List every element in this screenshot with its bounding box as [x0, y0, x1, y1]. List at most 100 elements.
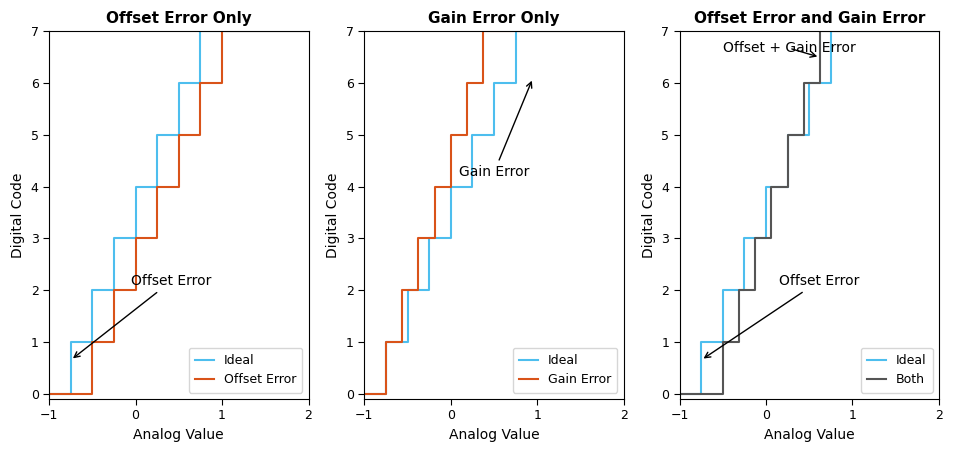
Ideal: [445, 184, 456, 189]
Text: Offset + Gain Error: Offset + Gain Error: [722, 41, 855, 57]
Gain Error: [413, 288, 424, 293]
Gain Error: [380, 391, 392, 396]
Ideal: [108, 288, 119, 293]
Offset Error: [216, 29, 228, 34]
X-axis label: Analog Value: Analog Value: [763, 428, 854, 442]
Ideal: [108, 236, 119, 241]
Both: [717, 391, 728, 396]
Ideal: [717, 339, 728, 345]
X-axis label: Analog Value: Analog Value: [448, 428, 538, 442]
Both: [798, 81, 809, 86]
Title: Offset Error and Gain Error: Offset Error and Gain Error: [693, 11, 924, 26]
Offset Error: [194, 132, 206, 138]
Ideal: [445, 236, 456, 241]
Offset Error: [43, 391, 54, 396]
Ideal: [130, 184, 141, 189]
Both: [765, 236, 777, 241]
Ideal: [401, 339, 413, 345]
Ideal: [824, 29, 836, 34]
Gain Error: [429, 184, 440, 189]
Ideal: [738, 288, 749, 293]
Ideal: [488, 81, 499, 86]
Gain Error: [380, 339, 392, 345]
Both: [749, 288, 760, 293]
Y-axis label: Digital Code: Digital Code: [640, 173, 655, 258]
Line: Ideal: Ideal: [364, 31, 623, 394]
Ideal: [824, 81, 836, 86]
Both: [733, 339, 744, 345]
Both: [781, 184, 793, 189]
Gain Error: [461, 132, 473, 138]
Offset Error: [108, 288, 119, 293]
Legend: Ideal, Offset Error: Ideal, Offset Error: [189, 348, 302, 393]
Line: Both: Both: [679, 31, 938, 394]
Ideal: [717, 288, 728, 293]
Offset Error: [194, 81, 206, 86]
Ideal: [673, 391, 684, 396]
Ideal: [466, 184, 477, 189]
Ideal: [509, 81, 520, 86]
Gain Error: [445, 184, 456, 189]
Ideal: [65, 339, 76, 345]
Ideal: [401, 288, 413, 293]
X-axis label: Analog Value: Analog Value: [133, 428, 224, 442]
Ideal: [194, 81, 206, 86]
Ideal: [781, 184, 793, 189]
Ideal: [760, 184, 771, 189]
Ideal: [65, 391, 76, 396]
Gain Error: [618, 29, 629, 34]
Gain Error: [396, 339, 408, 345]
Ideal: [302, 29, 314, 34]
Both: [932, 29, 943, 34]
Gain Error: [429, 236, 440, 241]
Ideal: [172, 132, 184, 138]
Ideal: [488, 132, 499, 138]
Ideal: [172, 81, 184, 86]
Both: [781, 132, 793, 138]
Line: Offset Error: Offset Error: [49, 31, 308, 394]
Text: Offset Error: Offset Error: [74, 274, 212, 357]
Gain Error: [396, 288, 408, 293]
Offset Error: [172, 132, 184, 138]
Ideal: [152, 184, 163, 189]
Title: Offset Error Only: Offset Error Only: [106, 11, 252, 26]
Both: [765, 184, 777, 189]
Offset Error: [216, 81, 228, 86]
Gain Error: [461, 81, 473, 86]
Offset Error: [87, 391, 98, 396]
Y-axis label: Digital Code: Digital Code: [326, 173, 340, 258]
Gain Error: [358, 391, 370, 396]
Ideal: [738, 236, 749, 241]
Ideal: [423, 236, 435, 241]
Ideal: [509, 29, 520, 34]
Offset Error: [108, 339, 119, 345]
Ideal: [87, 288, 98, 293]
Ideal: [932, 29, 943, 34]
Ideal: [87, 339, 98, 345]
Ideal: [194, 29, 206, 34]
Ideal: [43, 391, 54, 396]
Both: [673, 391, 684, 396]
Offset Error: [87, 339, 98, 345]
Both: [814, 81, 825, 86]
Offset Error: [172, 184, 184, 189]
Ideal: [781, 132, 793, 138]
Gain Error: [413, 236, 424, 241]
Ideal: [380, 339, 392, 345]
Title: Gain Error Only: Gain Error Only: [428, 11, 559, 26]
Offset Error: [152, 184, 163, 189]
Line: Gain Error: Gain Error: [364, 31, 623, 394]
Line: Ideal: Ideal: [49, 31, 308, 394]
Ideal: [423, 288, 435, 293]
Ideal: [760, 236, 771, 241]
Ideal: [802, 132, 814, 138]
Gain Error: [445, 132, 456, 138]
Both: [814, 29, 825, 34]
Gain Error: [477, 81, 489, 86]
Legend: Ideal, Both: Ideal, Both: [860, 348, 932, 393]
Ideal: [380, 391, 392, 396]
Ideal: [695, 391, 706, 396]
Offset Error: [152, 236, 163, 241]
Line: Ideal: Ideal: [679, 31, 938, 394]
Text: Gain Error: Gain Error: [458, 82, 531, 179]
